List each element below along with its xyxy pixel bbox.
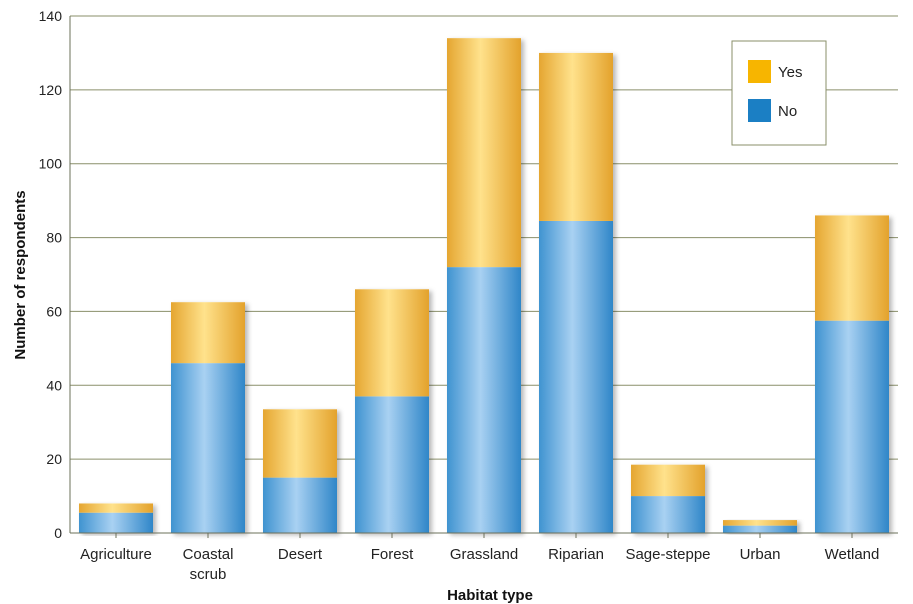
bar-no (171, 363, 245, 533)
bars (79, 38, 889, 534)
x-tick-label: Desert (278, 546, 323, 563)
x-tick-label: Urban (740, 546, 781, 563)
bar-group-urban (723, 520, 797, 533)
x-tick-label: Grassland (450, 546, 518, 563)
x-tick-labels: Agriculture Coastal scrub Desert Forest Grass… (80, 546, 879, 583)
bar-group-grassland (447, 38, 521, 534)
y-tick-label-140: 140 (39, 8, 63, 24)
x-tick-label: Sage-steppe (625, 546, 710, 563)
legend-frame (731, 40, 827, 146)
bar-group-desert (263, 409, 337, 533)
bar-group-coastal-scrub (171, 302, 245, 533)
y-tick-label-100: 100 (39, 156, 63, 172)
y-tick-label-120: 120 (39, 82, 63, 98)
x-tick-label: Coastal scrub (183, 546, 234, 583)
x-axis-title: Habitat type (447, 587, 533, 604)
bar-yes (171, 302, 245, 364)
y-tick-labels: 0 20 40 60 80 100 120 140 (39, 8, 63, 541)
legend-swatch-no (748, 99, 771, 122)
bar-yes (355, 289, 429, 397)
legend-swatch-yes (748, 60, 771, 83)
bar-yes (723, 520, 797, 526)
bar-no (79, 512, 153, 533)
legend-label-yes: Yes (778, 64, 802, 81)
x-tick-label: Forest (371, 546, 414, 563)
legend-label-no: No (778, 103, 797, 120)
bar-no (263, 477, 337, 533)
bar-yes (539, 52, 613, 221)
x-tick-label: Riparian (548, 546, 604, 563)
bar-group-wetland (815, 215, 889, 533)
x-tick-label: Agriculture (80, 546, 152, 563)
y-axis-title: Number of respondents (12, 190, 29, 359)
legend: Yes No (731, 40, 827, 146)
y-tick-label-60: 60 (46, 303, 62, 319)
bar-yes (79, 503, 153, 513)
bar-group-sage-steppe (631, 464, 705, 533)
bar-yes (631, 464, 705, 497)
axes (69, 16, 898, 538)
bar-no (539, 220, 613, 534)
bar-no (355, 396, 429, 533)
bar-no (447, 267, 521, 533)
bar-no (631, 496, 705, 533)
bar-yes (263, 409, 337, 478)
bar-group-riparian (539, 52, 613, 534)
x-tick-label: Wetland (825, 546, 880, 563)
y-tick-label-20: 20 (46, 451, 62, 467)
bar-no (723, 525, 797, 533)
y-tick-label-0: 0 (54, 525, 62, 541)
y-tick-label-40: 40 (46, 377, 62, 393)
y-tick-label-80: 80 (46, 230, 62, 246)
bar-yes (447, 38, 521, 268)
bar-no (815, 320, 889, 533)
bar-yes (815, 215, 889, 321)
bar-group-forest (355, 289, 429, 533)
bar-group-agriculture (79, 503, 153, 533)
